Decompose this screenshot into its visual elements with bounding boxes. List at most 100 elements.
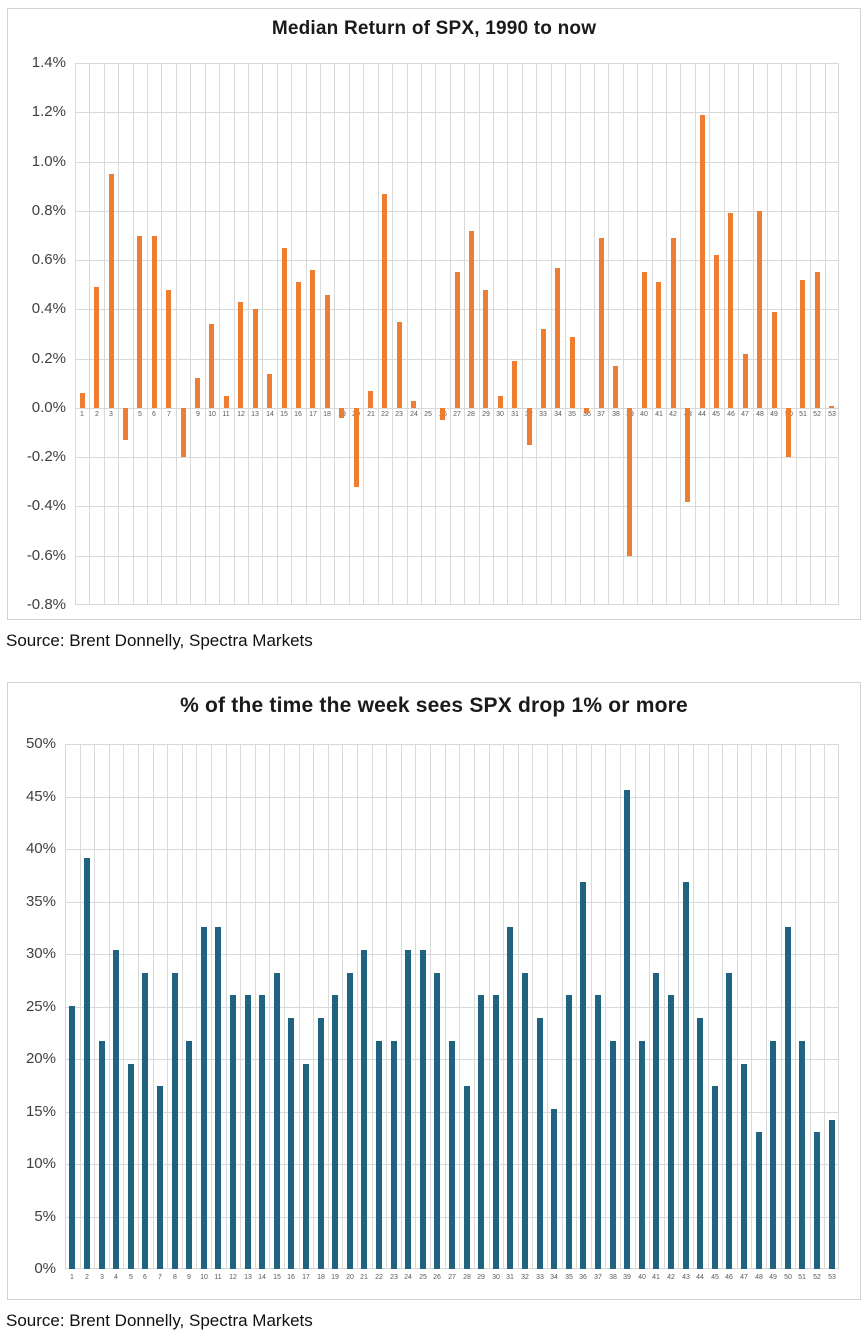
v-gridline [138,744,139,1269]
v-gridline [123,744,124,1269]
v-gridline [796,63,797,605]
x-axis-tick-label: 23 [390,1274,398,1281]
x-axis-tick-label: 38 [609,1274,617,1281]
v-gridline [226,744,227,1269]
x-axis-tick-label: 37 [597,411,605,418]
x-axis-tick-label: 29 [482,411,490,418]
x-axis-tick-label: 13 [251,411,259,418]
x-axis-tick-label: 41 [655,411,663,418]
bar-week-6 [142,973,148,1269]
bar-week-37 [599,238,604,408]
v-gridline [664,744,665,1269]
y-axis-tick-label: 1.4% [31,54,66,71]
v-gridline [313,744,314,1269]
v-gridline [649,744,650,1269]
x-axis-tick-label: 4 [114,1274,118,1281]
bar-week-36 [584,408,589,413]
bar-week-43 [685,408,690,502]
bar-week-38 [610,1041,616,1269]
bar-week-11 [224,396,229,408]
v-gridline [680,63,681,605]
bar-week-20 [354,408,359,487]
v-gridline [810,63,811,605]
x-axis-tick-label: 17 [309,411,317,418]
bar-week-45 [714,255,719,408]
x-axis-tick-label: 27 [453,411,461,418]
x-axis-tick-label: 44 [698,411,706,418]
bar-week-27 [449,1041,455,1269]
v-gridline [299,744,300,1269]
x-axis-tick-label: 49 [770,411,778,418]
chart-title: Median Return of SPX, 1990 to now [271,18,597,39]
plot-area: 1234567891011121314151617181920212223242… [75,63,839,605]
bar-week-42 [671,238,676,408]
bar-week-12 [238,302,243,408]
x-axis-tick-label: 11 [214,1274,222,1281]
h-gridline [75,556,839,557]
y-axis-tick-label: 25% [25,998,56,1015]
bar-week-1 [69,1006,75,1269]
y-axis-tick-label: 0.0% [31,399,66,416]
x-axis-tick-label: 30 [492,1274,500,1281]
bar-week-5 [137,236,142,408]
v-gridline [401,744,402,1269]
v-gridline [838,744,839,1269]
x-axis-tick-label: 25 [424,411,432,418]
v-gridline [551,63,552,605]
bar-week-22 [376,1041,382,1269]
v-gridline [580,63,581,605]
v-gridline [284,744,285,1269]
v-gridline [306,63,307,605]
x-axis-tick-label: 9 [187,1274,191,1281]
bar-week-21 [368,391,373,408]
v-gridline [334,63,335,605]
v-gridline [708,744,709,1269]
x-axis-tick-label: 8 [173,1274,177,1281]
v-gridline [724,63,725,605]
x-axis-tick-label: 34 [550,1274,558,1281]
v-gridline [415,744,416,1269]
bar-week-8 [172,973,178,1269]
x-axis-tick-label: 22 [381,411,389,418]
x-axis-tick-label: 48 [755,1274,763,1281]
v-gridline [652,63,653,605]
x-axis-tick-label: 11 [222,411,230,418]
h-gridline [75,260,839,261]
v-gridline [766,744,767,1269]
x-axis-tick-label: 2 [95,411,99,418]
bar-week-50 [786,408,791,457]
v-gridline [357,744,358,1269]
x-axis-tick-label: 35 [568,411,576,418]
v-gridline [591,744,592,1269]
h-gridline [75,506,839,507]
x-axis-tick-label: 34 [554,411,562,418]
bar-week-17 [303,1064,309,1269]
bar-week-38 [613,366,618,408]
bar-week-52 [814,1132,820,1269]
drop-frequency-chart-card: % of the time the week sees SPX drop 1% … [7,682,861,1300]
y-axis-tick-label: 0.2% [31,350,66,367]
x-axis-tick-label: 37 [594,1274,602,1281]
x-axis-tick-label: 18 [323,411,331,418]
bar-week-4 [113,950,119,1269]
x-axis-tick-label: 28 [463,1274,471,1281]
h-gridline [75,112,839,113]
bar-week-36 [580,882,586,1269]
v-gridline [459,744,460,1269]
bar-week-53 [829,406,834,408]
x-axis-tick-label: 10 [208,411,216,418]
bar-week-26 [440,408,445,420]
v-gridline [219,63,220,605]
h-gridline [75,162,839,163]
v-gridline [378,63,379,605]
bar-week-32 [527,408,532,445]
x-axis-tick-label: 26 [433,1274,441,1281]
bar-week-35 [570,337,575,408]
x-axis-tick-label: 19 [331,1274,339,1281]
v-gridline [211,744,212,1269]
bar-week-3 [109,174,114,408]
bar-week-11 [215,927,221,1269]
bar-week-25 [420,950,426,1269]
x-axis-tick-label: 30 [496,411,504,418]
bar-week-39 [624,790,630,1269]
